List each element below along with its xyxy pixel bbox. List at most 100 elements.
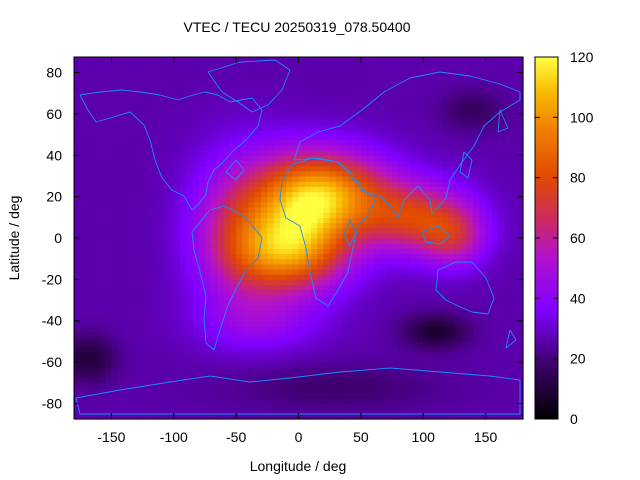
heat-cell [429, 170, 437, 177]
heat-cell [204, 284, 212, 291]
heat-cell [491, 72, 499, 79]
heat-cell [286, 196, 293, 203]
heat-cell [267, 398, 275, 405]
heat-cell [429, 134, 437, 141]
heat-cell [117, 98, 125, 105]
heat-cell [292, 57, 300, 63]
heat-cell [136, 356, 144, 363]
heat-cell [136, 243, 144, 249]
heat-cell [74, 124, 81, 130]
heat-cell [111, 305, 119, 311]
heat-cell [248, 372, 256, 379]
heat-cell [479, 320, 487, 327]
heat-cell [454, 284, 462, 291]
heat-cell [92, 72, 100, 79]
heat-cell [248, 134, 256, 141]
heat-cell [192, 248, 200, 255]
heat-cell [130, 398, 137, 405]
heat-cell [367, 113, 374, 120]
heat-cell [74, 393, 81, 399]
heat-cell [479, 413, 487, 420]
heat-cell [117, 129, 125, 136]
heat-cell [416, 72, 424, 79]
heat-cell [86, 253, 94, 260]
heat-cell [435, 336, 443, 343]
heat-cell [273, 57, 281, 63]
heat-cell [454, 243, 462, 249]
heat-cell [267, 284, 275, 291]
heat-cell [310, 129, 318, 136]
heat-cell [466, 227, 474, 234]
heat-cell [504, 150, 512, 156]
heat-cell [392, 181, 399, 187]
heat-cell [510, 398, 518, 405]
heat-cell [167, 320, 175, 327]
heat-cell [223, 274, 231, 280]
heat-cell [180, 67, 187, 74]
heat-cell [242, 372, 250, 379]
heat-cell [267, 382, 275, 389]
heat-cell [286, 134, 293, 141]
heat-cell [92, 289, 100, 296]
heat-cell [86, 403, 94, 410]
heat-cell [304, 191, 312, 198]
heat-cell [74, 362, 81, 368]
heat-cell [310, 408, 318, 415]
heat-cell [304, 274, 312, 280]
heat-cell [310, 310, 318, 317]
heat-cell [123, 93, 131, 99]
heat-cell [173, 134, 181, 141]
heat-cell [435, 98, 443, 105]
heat-cell [92, 108, 100, 115]
heat-cell [180, 393, 187, 399]
heat-cell [130, 119, 137, 125]
heat-cell [236, 150, 243, 156]
heat-cell [192, 72, 200, 79]
heat-cell [410, 372, 418, 379]
heat-cell [323, 253, 331, 260]
heat-cell [136, 93, 144, 99]
heat-cell [148, 57, 156, 63]
heat-cell [117, 134, 125, 141]
heat-cell [279, 186, 287, 193]
heat-cell [98, 238, 106, 244]
heat-cell [392, 351, 399, 358]
heat-cell [279, 227, 287, 234]
heat-cell [192, 67, 200, 74]
heat-cell [398, 67, 406, 74]
heat-cell [354, 165, 362, 172]
heat-cell [229, 248, 237, 255]
heat-cell [398, 191, 406, 198]
heat-cell [398, 408, 406, 415]
heat-cell [429, 191, 437, 198]
heat-cell [410, 413, 418, 420]
heat-cell [80, 258, 88, 265]
heat-cell [92, 294, 100, 301]
heat-cell [342, 341, 349, 348]
heat-cell [398, 232, 406, 239]
heat-cell [435, 351, 443, 358]
heat-cell [242, 362, 250, 368]
heat-cell [86, 310, 94, 317]
heat-cell [117, 124, 125, 130]
heat-cell [317, 310, 325, 317]
heat-cell [485, 144, 493, 151]
heat-cell [485, 212, 493, 218]
heat-cell [448, 227, 456, 234]
heat-cell [373, 356, 381, 363]
heat-cell [117, 310, 125, 317]
heat-cell [348, 227, 356, 234]
heat-cell [348, 186, 356, 193]
heat-cell [80, 305, 88, 311]
heat-cell [516, 367, 524, 374]
heat-cell [186, 196, 194, 203]
heat-cell [123, 144, 131, 151]
heat-cell [92, 362, 100, 368]
heat-cell [454, 186, 462, 193]
heat-cell [92, 408, 100, 415]
heat-cell [155, 325, 162, 332]
heat-cell [298, 408, 306, 415]
heat-cell [354, 155, 362, 162]
heat-cell [448, 253, 456, 260]
heat-cell [229, 408, 237, 415]
